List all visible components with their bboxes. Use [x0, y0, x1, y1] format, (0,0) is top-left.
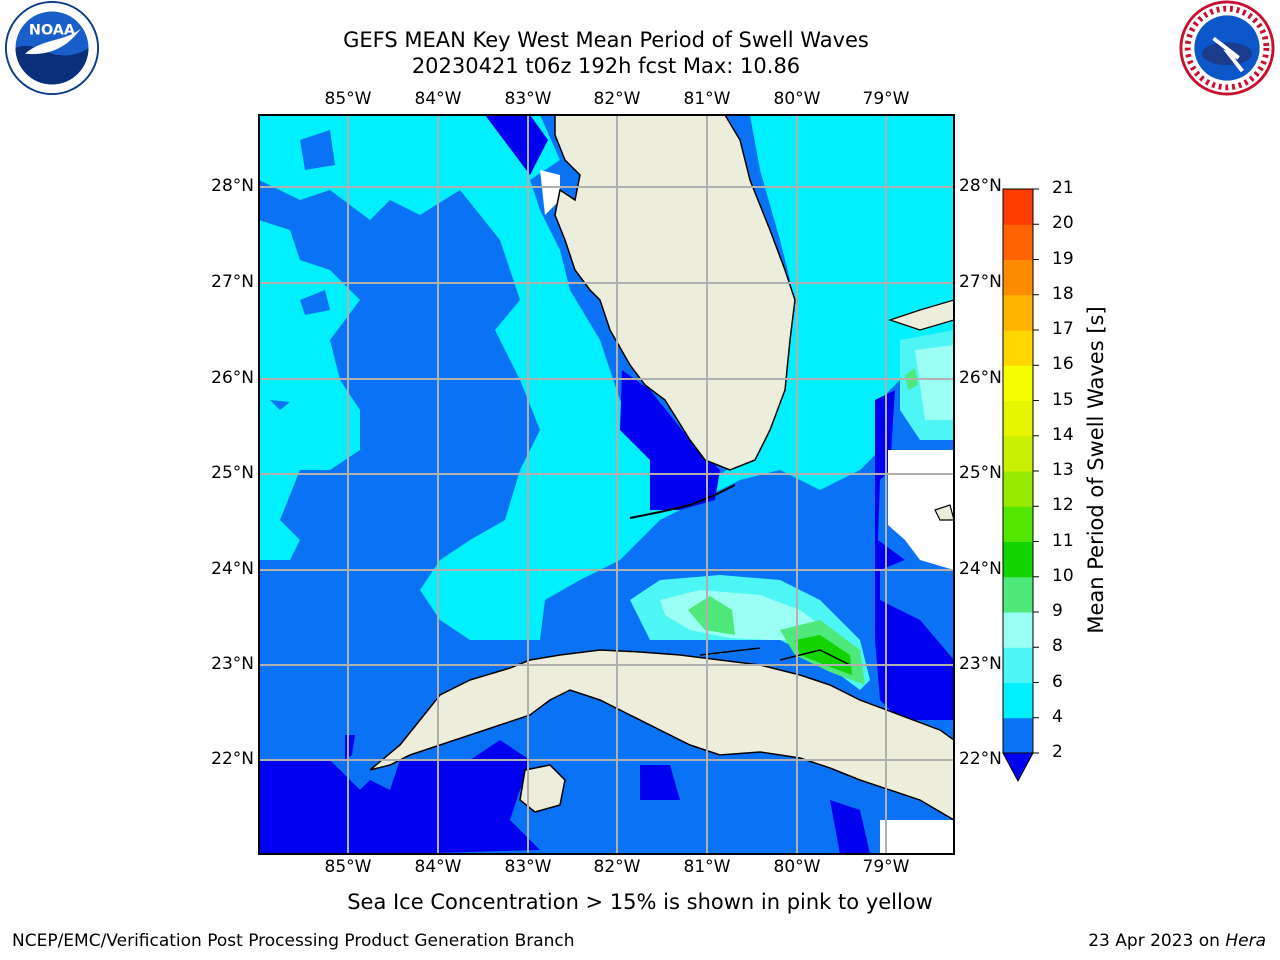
- lon-tick-label-top: 82°W: [593, 89, 641, 109]
- lat-tick-label-right: 28°N: [959, 176, 1002, 196]
- bahamas-land: [888, 299, 954, 331]
- period-4-6-region: [259, 180, 360, 560]
- lat-tick-label-right: 24°N: [959, 559, 1002, 579]
- colorbar-tick-label: 16: [1052, 354, 1074, 375]
- period-below-2-region: [830, 800, 870, 854]
- lat-tick-label-right: 25°N: [959, 463, 1002, 483]
- period-8-9-region: [915, 345, 954, 420]
- lat-tick-label-left: 23°N: [211, 654, 254, 674]
- colorbar-tick-label: 20: [1052, 213, 1074, 234]
- lat-tick-label-left: 24°N: [211, 559, 254, 579]
- lat-tick-label-left: 28°N: [211, 176, 254, 196]
- cuba-cays: [699, 647, 851, 666]
- colorbar-segment: [1003, 400, 1033, 437]
- period-9-10-region: [688, 596, 735, 635]
- lat-tick-label-left: 26°N: [211, 368, 254, 388]
- period-2-4-region: [300, 290, 330, 315]
- colorbar: [1002, 188, 1039, 783]
- colorbar-segment: [1003, 506, 1033, 542]
- nws-logo: [1179, 0, 1275, 96]
- colorbar-tick-label: 2: [1052, 742, 1063, 762]
- lon-tick-label-top: 79°W: [862, 89, 910, 109]
- colorbar-tick-label: 10: [1052, 565, 1074, 586]
- lon-tick-label-top: 85°W: [324, 89, 372, 109]
- masked-area: [880, 820, 954, 854]
- colorbar-tick-label: 17: [1052, 319, 1074, 339]
- masked-area: [540, 170, 560, 215]
- period-below-2-region: [259, 740, 540, 854]
- colorbar-tick-label: 8: [1052, 636, 1063, 657]
- lon-tick-label-top: 80°W: [773, 89, 821, 109]
- lon-tick-label-bottom: 79°W: [862, 857, 910, 877]
- florida-land: [554, 115, 796, 471]
- colorbar-segment: [1003, 365, 1033, 401]
- period-below-2-region: [485, 115, 548, 175]
- colorbar-segment: [1003, 717, 1033, 754]
- colorbar-tick-label: 12: [1052, 495, 1074, 516]
- masked-area: [888, 450, 954, 570]
- map-subtitle: 20230421 t06z 192h fcst Max: 10.86: [411, 54, 801, 78]
- florida-keys: [629, 484, 736, 519]
- colorbar-tick-label: 4: [1052, 706, 1063, 727]
- colorbar-tick-label: 6: [1052, 671, 1063, 692]
- colorbar-segment: [1003, 541, 1033, 578]
- lon-tick-label-top: 84°W: [414, 89, 462, 109]
- colorbar-segment: [1003, 435, 1033, 472]
- colorbar-segment: [1003, 259, 1033, 296]
- bahamas-land: [934, 504, 954, 521]
- lon-tick-label-bottom: 82°W: [593, 857, 641, 877]
- lat-tick-label-left: 27°N: [211, 272, 254, 292]
- colorbar-tick-label: 18: [1052, 283, 1074, 304]
- lat-tick-label-left: 22°N: [211, 749, 254, 769]
- colorbar-tick-label: 21: [1052, 178, 1074, 198]
- map-title: GEFS MEAN Key West Mean Period of Swell …: [343, 28, 869, 52]
- colorbar-segment: [1003, 189, 1033, 225]
- lat-tick-label-right: 22°N: [959, 749, 1002, 769]
- lat-tick-label-right: 27°N: [959, 272, 1002, 292]
- period-4-6-region: [259, 115, 954, 640]
- colorbar-tick-label: 9: [1052, 601, 1063, 621]
- graticule: [259, 115, 954, 854]
- lon-tick-label-top: 81°W: [683, 89, 731, 109]
- map-frame: [258, 114, 955, 855]
- lon-tick-label-bottom: 83°W: [504, 857, 552, 877]
- colorbar-tick-label: 15: [1052, 389, 1074, 410]
- lat-tick-label-left: 25°N: [211, 463, 254, 483]
- colorbar-segment: [1003, 576, 1033, 613]
- credit-line: NCEP/EMC/Verification Post Processing Pr…: [12, 931, 575, 951]
- period-below-2-region: [640, 765, 680, 800]
- colorbar-tick-label: 11: [1052, 530, 1074, 551]
- colorbar-tick-label: 19: [1052, 248, 1074, 269]
- period-below-2-region: [315, 800, 335, 820]
- colorbar-segment: [1003, 294, 1033, 331]
- colorbar-tick-label: 13: [1052, 460, 1074, 480]
- lat-tick-label-right: 23°N: [959, 654, 1002, 674]
- colorbar-segment: [1003, 647, 1033, 683]
- lon-tick-label-bottom: 85°W: [324, 857, 372, 877]
- colorbar-segment: [1003, 471, 1033, 507]
- colorbar-title: Mean Period of Swell Waves [s]: [1084, 306, 1108, 634]
- lat-tick-label-right: 26°N: [959, 368, 1002, 388]
- colorbar-segment: [1003, 224, 1033, 260]
- lon-tick-label-bottom: 81°W: [683, 857, 731, 877]
- colorbar-segment: [1003, 682, 1033, 719]
- lon-tick-label-bottom: 84°W: [414, 857, 462, 877]
- sea-ice-note: Sea Ice Concentration > 15% is shown in …: [347, 890, 933, 914]
- cuba-land: [369, 649, 954, 821]
- lon-tick-label-bottom: 80°W: [773, 857, 821, 877]
- lon-tick-label-top: 83°W: [504, 89, 552, 109]
- colorbar-tick-label: 14: [1052, 424, 1074, 445]
- colorbar-segment: [1003, 612, 1033, 648]
- colorbar-segment: [1003, 330, 1033, 366]
- generation-date: 23 Apr 2023 on Hera: [1088, 931, 1266, 951]
- period-below-2-region: [875, 390, 954, 720]
- isla-juventud-land: [519, 764, 566, 813]
- period-2-4-region: [270, 400, 290, 410]
- svg-text:NOAA: NOAA: [29, 23, 76, 39]
- noaa-logo: NOAA: [4, 0, 100, 96]
- period-2-4-region: [300, 130, 335, 170]
